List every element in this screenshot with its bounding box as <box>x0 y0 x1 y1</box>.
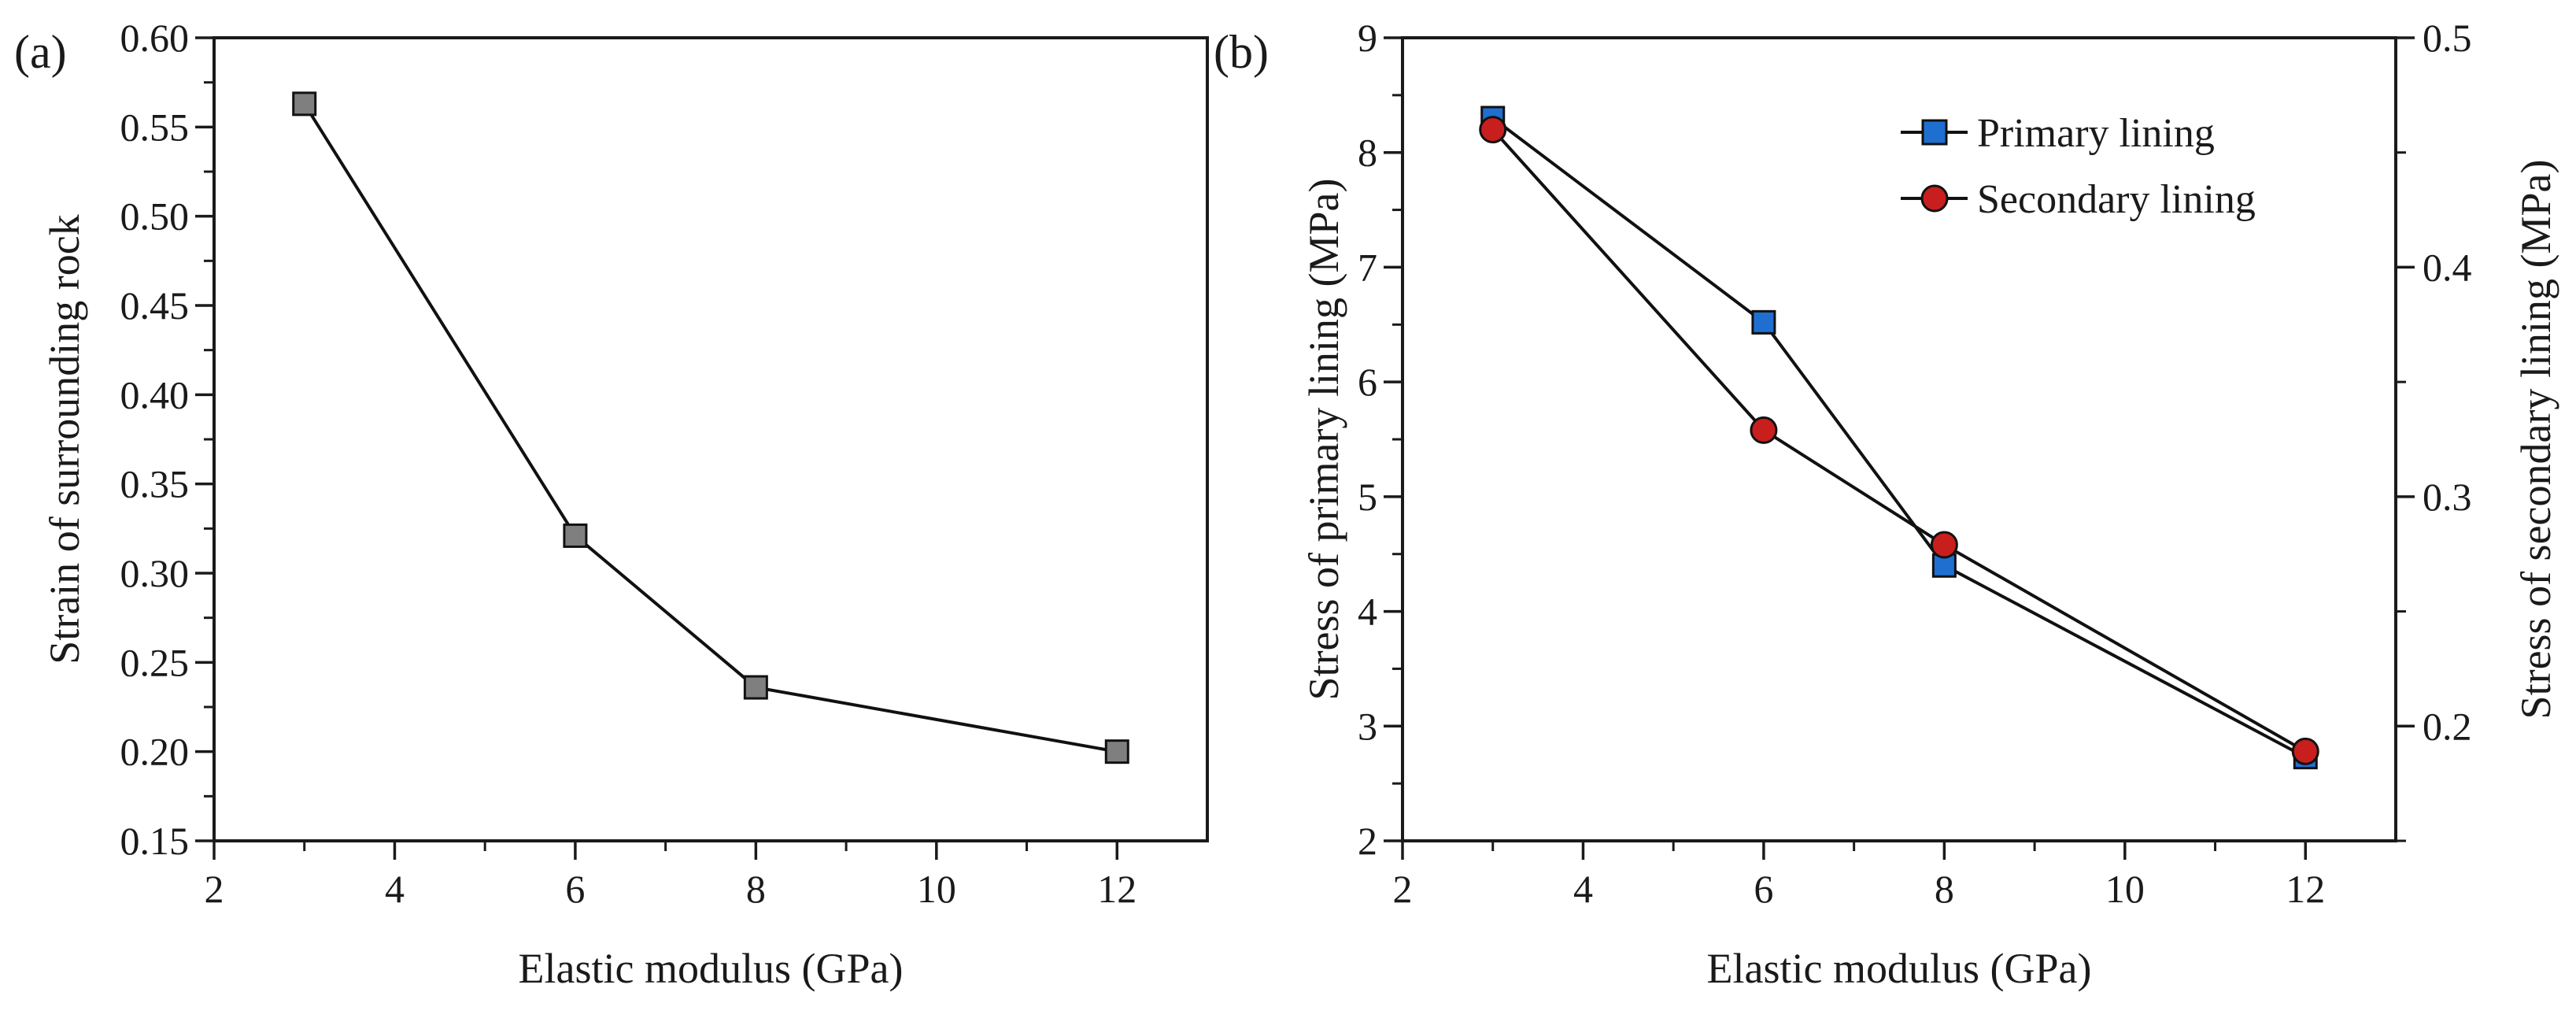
legend-item-secondary-lining: Secondary lining <box>1901 177 2256 222</box>
panel-a-label: (a) <box>14 26 67 78</box>
panel-b-y-tick-label: 4 <box>1358 590 1377 634</box>
panel-a-x-tick-label: 10 <box>917 867 956 911</box>
panel-b-y-axis-title-left: Stress of primary lining (MPa) <box>1300 179 1347 701</box>
panel-a-data-point <box>1104 739 1129 764</box>
panel-b-x-axis-title: Elastic modulus (GPa) <box>1707 945 2092 992</box>
panel-b-data-point <box>1751 309 1776 335</box>
panel-a-y-tick-label: 0.15 <box>120 819 190 863</box>
panel-a-y-tick-label: 0.55 <box>120 105 190 149</box>
panel-a-x-tick-label: 8 <box>746 867 766 911</box>
panel-b-y-right-tick-label: 0.5 <box>2423 16 2472 60</box>
panel-b-data-point <box>2291 737 2319 765</box>
panel-a: (a) 2 4 6 8 10 12 0.15 0.20 0.25 0.30 0.35 0.40 0.4… <box>14 16 1209 992</box>
panel-b-y-tick-label: 9 <box>1358 16 1377 60</box>
legend-label-secondary: Secondary lining <box>1977 177 2256 222</box>
panel-a-series <box>292 91 1129 764</box>
panel-b-y-tick-label: 7 <box>1358 245 1377 289</box>
panel-b-series-line-0 <box>1491 117 2307 759</box>
legend-item-primary-lining: Primary lining <box>1901 111 2215 156</box>
panel-a-y-tick-label: 0.40 <box>120 372 190 416</box>
panel-b-series <box>1479 106 2319 770</box>
panel-b-x-tick-label: 2 <box>1393 867 1413 911</box>
panel-b-data-point <box>1479 116 1507 144</box>
panel-a-y-tick-label: 0.30 <box>120 551 190 595</box>
panel-a-y-ticks: 0.15 0.20 0.25 0.30 0.35 0.40 0.45 0.50 0.55 0.60 <box>120 16 214 863</box>
panel-b-y-tick-label: 2 <box>1358 819 1377 863</box>
panel-a-y-axis-title: Strain of surrounding rock <box>41 214 88 664</box>
panel-b-series-line-1 <box>1491 128 2307 753</box>
legend: Primary lining Secondary lining <box>1901 111 2256 222</box>
panel-b-y-right-tick-label: 0.2 <box>2423 704 2472 748</box>
legend-marker-primary <box>1921 119 1948 146</box>
panel-a-y-tick-label: 0.20 <box>120 730 190 774</box>
panel-b-y-right-tick-label: 0.3 <box>2423 475 2472 519</box>
panel-b-y-tick-label: 3 <box>1358 704 1377 748</box>
panel-b-data-point <box>1750 416 1778 444</box>
legend-marker-secondary <box>1920 184 1949 213</box>
panel-a-x-tick-label: 12 <box>1097 867 1136 911</box>
panel-b-x-tick-label: 12 <box>2286 867 2325 911</box>
panel-b-label: (b) <box>1214 26 1269 78</box>
panel-b-x-ticks: 2 4 6 8 10 12 <box>1393 841 2325 911</box>
panel-b-x-tick-label: 10 <box>2105 867 2145 911</box>
panel-a-x-tick-label: 2 <box>205 867 224 911</box>
panel-a-y-tick-label: 0.45 <box>120 283 190 328</box>
panel-a-data-point <box>292 91 317 117</box>
panel-b-y-ticks-left: 2 3 4 5 6 7 8 9 <box>1358 16 1403 863</box>
panel-a-data-point <box>743 675 768 700</box>
panel-a-y-tick-label: 0.35 <box>120 462 190 506</box>
panel-b-y-tick-label: 5 <box>1358 475 1377 519</box>
panel-a-y-tick-label: 0.60 <box>120 16 190 60</box>
panel-b-y-tick-label: 6 <box>1358 360 1377 404</box>
panel-a-y-tick-label: 0.25 <box>120 640 190 684</box>
panel-a-x-tick-label: 4 <box>385 867 405 911</box>
panel-b-x-tick-label: 6 <box>1754 867 1773 911</box>
panel-b-x-tick-label: 8 <box>1935 867 1954 911</box>
panel-a-data-point <box>563 523 588 548</box>
panel-a-plot-frame <box>213 36 1209 842</box>
panel-a-x-axis-title: Elastic modulus (GPa) <box>519 945 904 992</box>
panel-b-plot-frame <box>1401 36 2397 842</box>
panel-a-x-tick-label: 6 <box>565 867 585 911</box>
panel-b-data-point <box>1930 531 1958 559</box>
panel-a-x-ticks: 2 4 6 8 10 12 <box>205 841 1136 911</box>
panel-b-y-tick-label: 8 <box>1358 131 1377 175</box>
panel-b-x-tick-label: 4 <box>1573 867 1593 911</box>
legend-label-primary: Primary lining <box>1977 111 2215 156</box>
panel-b-y-ticks-right: 0.2 0.3 0.4 0.5 <box>2396 16 2472 842</box>
panel-b-y-axis-title-right: Stress of secondary lining (MPa) <box>2512 160 2559 720</box>
panel-a-y-tick-label: 0.50 <box>120 194 190 239</box>
panel-b: (b) 2 4 6 8 10 12 2 3 4 5 6 7 8 9 0.2 0.3 0.4 0.5 Elast… <box>1214 16 2559 992</box>
panel-a-series-line-0 <box>303 102 1118 753</box>
panel-b-y-right-tick-label: 0.4 <box>2423 245 2472 289</box>
